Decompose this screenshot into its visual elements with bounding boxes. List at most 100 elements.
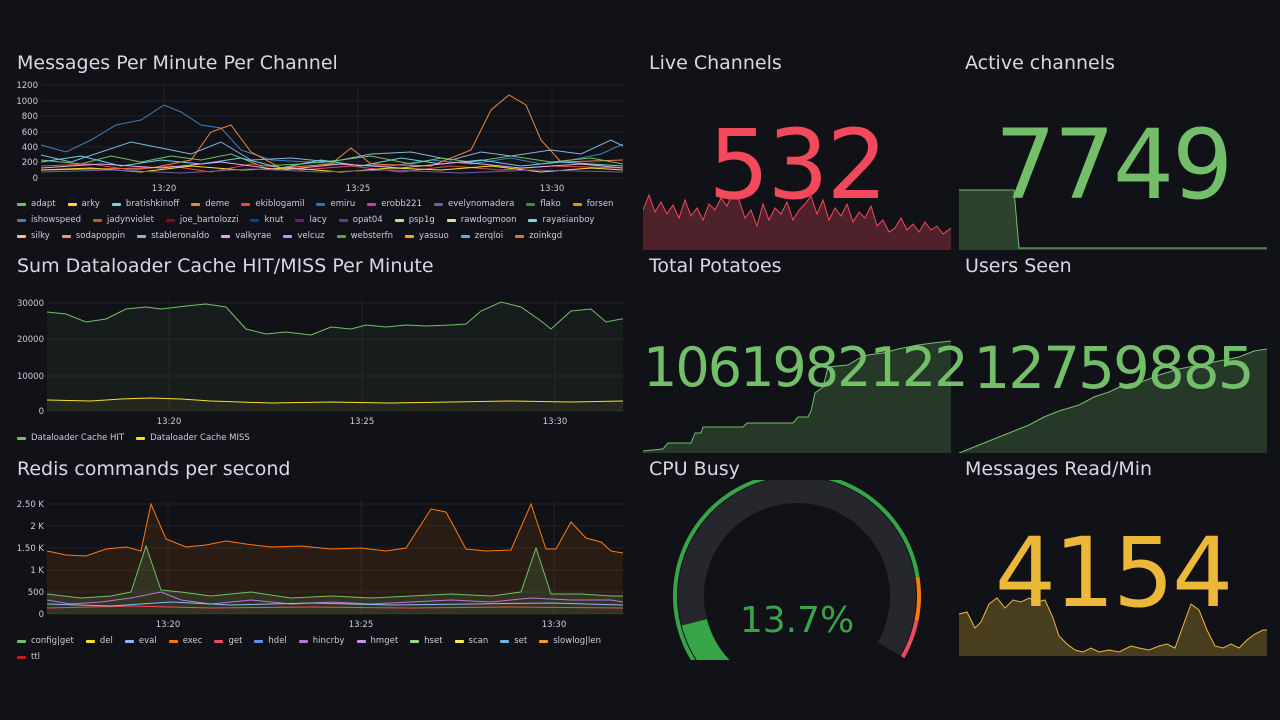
- dataloader-cache-panel[interactable]: Sum Dataloader Cache HIT/MISS Per Minute…: [11, 255, 631, 447]
- legend-item[interactable]: valkyrae: [221, 230, 271, 242]
- gauge-track: [678, 480, 916, 660]
- legend-item[interactable]: deme: [191, 198, 229, 210]
- messages-legend[interactable]: adapt arky bratishkinoff deme ekiblogamil emi…: [17, 198, 627, 242]
- live-channels-value: 532: [708, 109, 887, 221]
- legend-swatch: [460, 234, 470, 238]
- messages-chart[interactable]: 1200 1000 800 600 400 200 0 13: [11, 80, 631, 220]
- legend-item[interactable]: emiru: [316, 198, 355, 210]
- legend-item[interactable]: rawdogmoon: [446, 214, 517, 226]
- legend-swatch: [515, 234, 525, 238]
- legend-item[interactable]: websterfn: [336, 230, 394, 242]
- legend-item[interactable]: eval: [124, 635, 157, 647]
- panel-title: Active channels: [965, 52, 1115, 74]
- legend-swatch: [446, 218, 456, 222]
- legend-item[interactable]: bratishkinoff: [111, 198, 179, 210]
- legend-label: joe_bartolozzi: [179, 215, 239, 225]
- users-seen-sparkline: [959, 348, 1267, 453]
- legend-item[interactable]: del: [85, 635, 113, 647]
- legend-item[interactable]: hdel: [254, 635, 287, 647]
- legend-label: set: [514, 636, 528, 646]
- legend-item[interactable]: psp1g: [394, 214, 435, 226]
- legend-item[interactable]: zerqloi: [460, 230, 503, 242]
- legend-swatch: [283, 234, 293, 238]
- redis-chart[interactable]: 2.50 K 2 K 1.50 K 1 K 500 0 13:20 13:25 …: [11, 492, 631, 642]
- gauge-orange-band: [914, 576, 921, 622]
- legend-label: hmget: [370, 636, 399, 646]
- legend-item[interactable]: ishowspeed: [17, 214, 81, 226]
- active-channels-sparkline: [959, 189, 1267, 250]
- miss-series-area: [47, 398, 623, 411]
- legend-item[interactable]: get: [214, 635, 242, 647]
- legend-item[interactable]: sodapoppin: [61, 230, 125, 242]
- legend-item[interactable]: flako: [526, 198, 561, 210]
- total-potatoes-value: 1061982122: [643, 336, 969, 399]
- legend-item[interactable]: ekiblogamil: [241, 198, 304, 210]
- messages-per-minute-panel[interactable]: Messages Per Minute Per Channel 1200 100…: [11, 52, 631, 244]
- legend-item[interactable]: scan: [454, 635, 488, 647]
- y-tick: 800: [22, 112, 38, 122]
- legend-swatch: [214, 639, 224, 643]
- legend-label: exec: [182, 636, 203, 646]
- legend-item[interactable]: slowlog|len: [539, 635, 601, 647]
- legend-label: hdel: [268, 636, 287, 646]
- legend-item[interactable]: hincrby: [298, 635, 345, 647]
- legend-swatch: [500, 639, 510, 643]
- legend-swatch: [165, 218, 175, 222]
- legend-label: Dataloader Cache HIT: [31, 433, 125, 443]
- legend-item[interactable]: hset: [410, 635, 443, 647]
- legend-item[interactable]: arky: [67, 198, 100, 210]
- legend-item[interactable]: config|get: [17, 635, 74, 647]
- legend-item[interactable]: opat04: [338, 214, 383, 226]
- messages-read-panel[interactable]: Messages Read/Min 4154: [959, 458, 1267, 656]
- legend-item[interactable]: silky: [17, 230, 50, 242]
- legend-item[interactable]: jadynviolet: [93, 214, 154, 226]
- cache-legend[interactable]: Dataloader Cache HIT Dataloader Cache MIS…: [17, 432, 627, 444]
- cpu-busy-panel[interactable]: CPU Busy 13.7%: [643, 458, 951, 660]
- redis-legend[interactable]: config|get del eval exec get hdel hincrby hmget…: [17, 635, 627, 663]
- legend-item[interactable]: exec: [168, 635, 203, 647]
- legend-item[interactable]: Dataloader Cache HIT: [17, 432, 124, 444]
- legend-swatch: [85, 639, 95, 643]
- legend-swatch: [295, 218, 305, 222]
- legend-item[interactable]: lacy: [295, 214, 327, 226]
- redis-commands-panel[interactable]: Redis commands per second 2.50 K 2 K 1.5…: [11, 458, 631, 663]
- legend-item[interactable]: joe_bartolozzi: [165, 214, 239, 226]
- y-axis-ticks: 1200 1000 800 600 400 200 0: [16, 81, 38, 184]
- legend-label: hset: [424, 636, 443, 646]
- x-axis-ticks: 13:20 13:25 13:30: [152, 184, 565, 194]
- y-tick: 2 K: [30, 522, 44, 532]
- gauge-fill: [681, 618, 730, 660]
- legend-item[interactable]: forsen: [572, 198, 613, 210]
- legend-label: ekiblogamil: [255, 199, 305, 209]
- active-channels-panel[interactable]: Active channels 7749: [959, 52, 1267, 250]
- legend-item[interactable]: rayasianboy: [528, 214, 594, 226]
- live-channels-panel[interactable]: Live Channels 532: [643, 52, 951, 250]
- legend-item[interactable]: ttl: [17, 651, 40, 663]
- legend-swatch: [394, 218, 404, 222]
- y-axis-ticks: 30000 20000 10000 0: [17, 299, 44, 417]
- legend-item[interactable]: yassuo: [405, 230, 449, 242]
- legend-item[interactable]: stableronaldo: [137, 230, 209, 242]
- legend-swatch: [221, 234, 231, 238]
- legend-swatch: [61, 234, 71, 238]
- legend-item[interactable]: adapt: [17, 198, 56, 210]
- total-potatoes-panel[interactable]: Total Potatoes 1061982122: [643, 255, 969, 453]
- legend-item[interactable]: hmget: [356, 635, 399, 647]
- panel-title: Live Channels: [649, 52, 782, 74]
- cache-chart[interactable]: 30000 20000 10000 0 13:20 13:25 13:30: [11, 289, 631, 439]
- legend-label: rawdogmoon: [460, 215, 517, 225]
- legend-label: flako: [540, 199, 561, 209]
- legend-item[interactable]: set: [500, 635, 527, 647]
- legend-item[interactable]: erobb221: [367, 198, 422, 210]
- legend-swatch: [454, 639, 464, 643]
- legend-item[interactable]: zoinkgd: [515, 230, 562, 242]
- legend-label: knut: [264, 215, 284, 225]
- legend-item[interactable]: velcuz: [283, 230, 325, 242]
- legend-item[interactable]: evelynomadera: [434, 198, 514, 210]
- legend-item[interactable]: Dataloader Cache MISS: [136, 432, 250, 444]
- users-seen-panel[interactable]: Users Seen 12759885: [959, 255, 1267, 453]
- legend-label: hincrby: [312, 636, 345, 646]
- legend-label: websterfn: [350, 231, 394, 241]
- legend-item[interactable]: knut: [250, 214, 283, 226]
- legend-swatch: [434, 202, 444, 206]
